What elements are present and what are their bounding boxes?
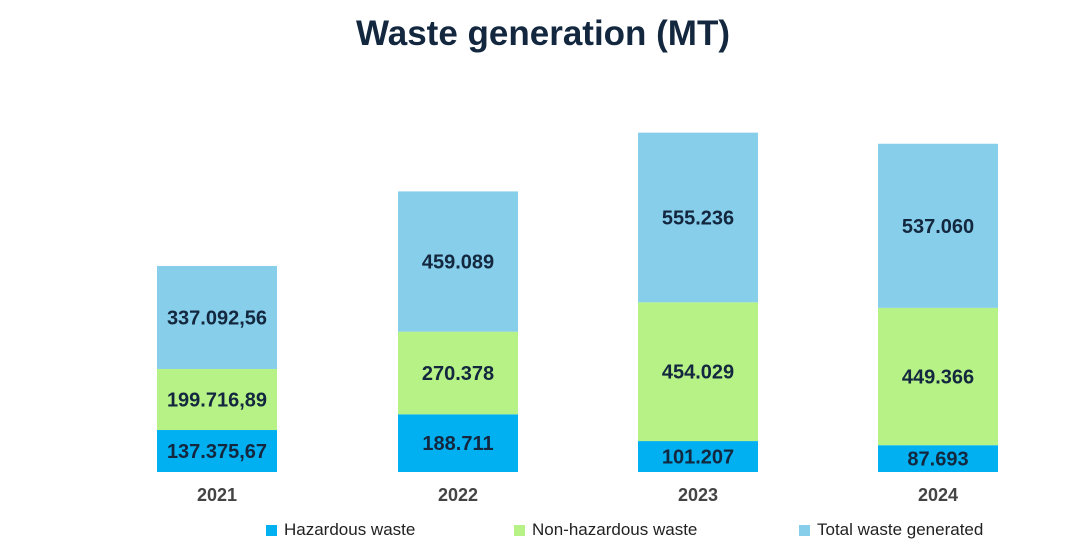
data-label-hazardous-waste-2021: 137.375,67 (167, 441, 267, 463)
bar-hazardous-waste-2024 (878, 445, 998, 472)
bar-total-waste-generated-2022 (398, 191, 518, 332)
data-label-non-hazardous-waste-2023: 454.029 (662, 362, 734, 384)
data-label-non-hazardous-waste-2024: 449.366 (902, 367, 974, 389)
data-label-total-waste-generated-2021: 337.092,56 (167, 307, 267, 329)
x-tick-label-2023: 2023 (678, 485, 718, 505)
legend-item-total: Total waste generated (799, 520, 983, 540)
bar-total-waste-generated-2024 (878, 143, 998, 308)
legend-label-non-hazardous: Non-hazardous waste (532, 520, 698, 539)
bar-hazardous-waste-2022 (398, 414, 518, 472)
legend-label-total: Total waste generated (817, 520, 984, 539)
bar-non-hazardous-waste-2023 (638, 302, 758, 442)
legend-label-hazardous: Hazardous waste (284, 520, 416, 539)
legend-item-non-hazardous: Non-hazardous waste (514, 520, 697, 540)
data-label-total-waste-generated-2022: 459.089 (422, 252, 494, 274)
bar-total-waste-generated-2023 (638, 132, 758, 303)
bar-hazardous-waste-2023 (638, 441, 758, 472)
legend-swatch-total (799, 524, 810, 536)
data-label-total-waste-generated-2023: 555.236 (662, 207, 734, 229)
data-label-hazardous-waste-2022: 188.711 (422, 433, 493, 455)
legend-item-hazardous: Hazardous waste (266, 520, 415, 540)
data-label-non-hazardous-waste-2022: 270.378 (422, 363, 494, 385)
legend: Hazardous waste Non-hazardous waste Tota… (0, 520, 1086, 542)
bar-total-waste-generated-2021 (157, 265, 277, 369)
legend-swatch-non-hazardous (514, 524, 525, 536)
x-tick-label-2024: 2024 (918, 485, 958, 505)
data-label-non-hazardous-waste-2021: 199.716,89 (167, 390, 267, 412)
x-tick-label-2021: 2021 (197, 485, 237, 505)
bar-non-hazardous-waste-2021 (157, 368, 277, 431)
bar-hazardous-waste-2021 (157, 430, 277, 472)
legend-swatch-hazardous (266, 524, 277, 536)
bar-non-hazardous-waste-2024 (878, 307, 998, 446)
data-label-hazardous-waste-2023: 101.207 (662, 447, 734, 469)
data-label-hazardous-waste-2024: 87.693 (907, 449, 968, 471)
chart-title: Waste generation (MT) (356, 14, 730, 53)
data-label-total-waste-generated-2024: 537.060 (902, 216, 974, 238)
bar-non-hazardous-waste-2022 (398, 331, 518, 415)
x-tick-label-2022: 2022 (438, 485, 478, 505)
